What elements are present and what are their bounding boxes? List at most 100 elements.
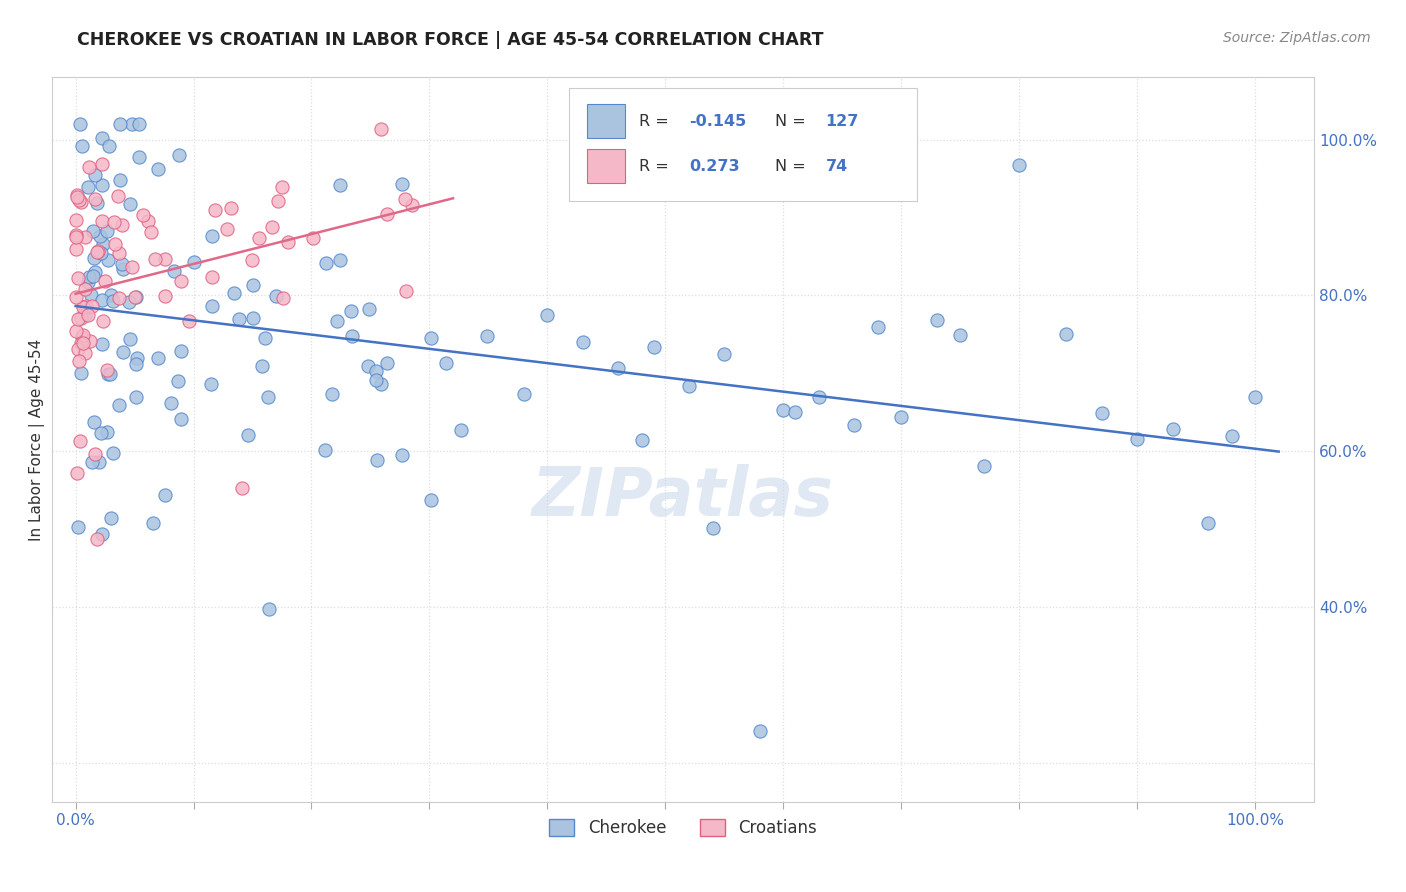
Text: R =: R =	[638, 159, 673, 174]
Point	[118, 294, 141, 309]
Point	[866, 320, 889, 334]
Point	[607, 361, 630, 376]
Point	[364, 373, 387, 387]
Text: Source: ZipAtlas.com: Source: ZipAtlas.com	[1223, 31, 1371, 45]
Point	[83, 251, 105, 265]
Point	[257, 390, 280, 404]
Point	[219, 201, 242, 215]
Point	[87, 455, 110, 469]
Point	[66, 190, 89, 204]
FancyBboxPatch shape	[569, 88, 917, 201]
Point	[67, 193, 90, 207]
Point	[139, 225, 162, 239]
Point	[86, 195, 108, 210]
Point	[118, 333, 141, 347]
Point	[69, 117, 91, 131]
Point	[949, 328, 972, 343]
Point	[302, 230, 325, 244]
Point	[1244, 391, 1267, 405]
Point	[91, 236, 114, 251]
Point	[375, 356, 398, 370]
Point	[69, 434, 91, 448]
Point	[77, 270, 100, 285]
Point	[890, 409, 912, 424]
Point	[80, 299, 103, 313]
Point	[142, 516, 165, 531]
Point	[238, 427, 260, 442]
Point	[201, 299, 224, 313]
Point	[83, 447, 105, 461]
Point	[65, 230, 87, 244]
Point	[90, 246, 112, 260]
Point	[315, 256, 337, 270]
Text: ZIPatlas: ZIPatlas	[531, 465, 834, 531]
Point	[394, 193, 416, 207]
Point	[262, 220, 284, 235]
Point	[87, 244, 110, 259]
Point	[391, 178, 413, 192]
Point	[110, 117, 132, 131]
Point	[69, 194, 91, 209]
Point	[65, 213, 87, 227]
Text: N =: N =	[775, 114, 811, 128]
Point	[1126, 432, 1149, 446]
Point	[450, 423, 472, 437]
Point	[76, 275, 98, 289]
Point	[153, 289, 176, 303]
Point	[807, 390, 830, 404]
Point	[146, 162, 169, 177]
Point	[97, 252, 120, 267]
Point	[201, 229, 224, 244]
Point	[973, 459, 995, 474]
Point	[107, 189, 129, 203]
Point	[90, 293, 112, 308]
Point	[713, 347, 735, 361]
Point	[97, 368, 120, 382]
Point	[702, 521, 724, 535]
Point	[326, 314, 349, 328]
Point	[84, 192, 107, 206]
Point	[253, 331, 276, 345]
Point	[111, 345, 134, 359]
Point	[111, 257, 134, 271]
Text: CHEROKEE VS CROATIAN IN LABOR FORCE | AGE 45-54 CORRELATION CHART: CHEROKEE VS CROATIAN IN LABOR FORCE | AG…	[77, 31, 824, 49]
Point	[359, 302, 381, 317]
Point	[1161, 422, 1184, 436]
Point	[104, 237, 127, 252]
Point	[419, 493, 441, 508]
Point	[91, 313, 114, 327]
Point	[70, 139, 93, 153]
Point	[170, 343, 193, 358]
Point	[67, 354, 90, 368]
Point	[75, 299, 97, 313]
Point	[65, 242, 87, 256]
Point	[270, 180, 292, 194]
Point	[128, 117, 150, 131]
Point	[925, 312, 948, 326]
Point	[536, 308, 558, 322]
Point	[204, 203, 226, 218]
Point	[103, 215, 125, 229]
Point	[395, 285, 418, 299]
Point	[79, 334, 101, 348]
Point	[153, 488, 176, 502]
Point	[90, 426, 112, 441]
Point	[112, 262, 135, 277]
Point	[375, 207, 398, 221]
Point	[90, 178, 112, 193]
Point	[247, 231, 270, 245]
Point	[111, 218, 134, 232]
Point	[329, 178, 352, 192]
Point	[125, 390, 148, 404]
Point	[65, 324, 87, 338]
Point	[138, 213, 160, 227]
Text: -0.145: -0.145	[689, 114, 747, 128]
Point	[231, 481, 253, 495]
Point	[108, 398, 131, 412]
Point	[121, 260, 143, 274]
Point	[1008, 157, 1031, 171]
Point	[70, 329, 93, 343]
Point	[643, 339, 665, 353]
Text: N =: N =	[775, 159, 811, 174]
Point	[100, 510, 122, 524]
